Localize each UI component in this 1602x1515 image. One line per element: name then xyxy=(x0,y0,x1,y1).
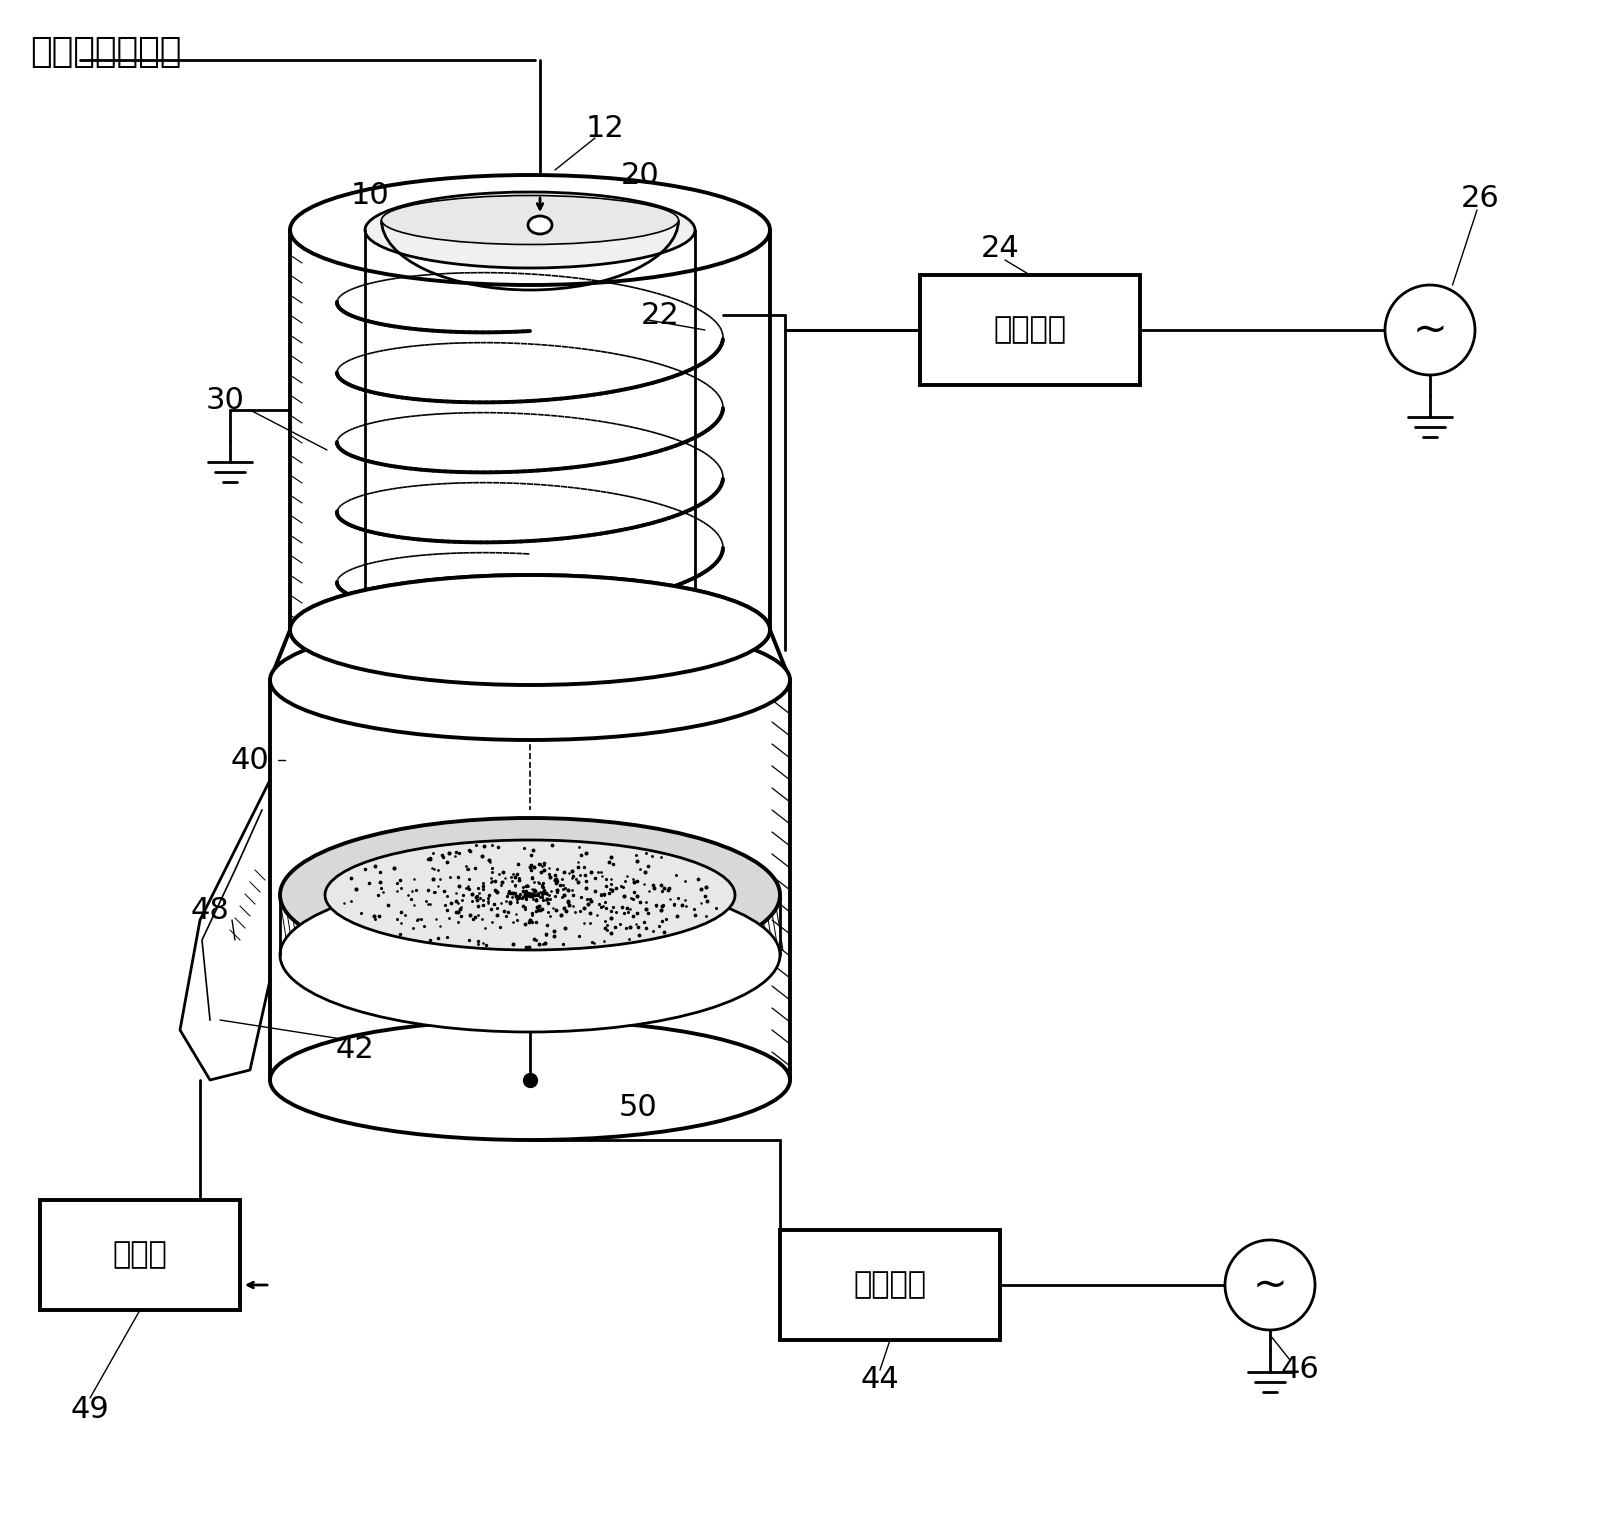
Text: 匹配网络: 匹配网络 xyxy=(854,1271,926,1300)
Text: 22: 22 xyxy=(641,300,679,329)
Text: ~: ~ xyxy=(1413,309,1448,351)
Ellipse shape xyxy=(365,592,695,668)
Ellipse shape xyxy=(1226,1239,1315,1330)
Ellipse shape xyxy=(381,195,679,244)
Text: 等离子体源气体: 等离子体源气体 xyxy=(30,35,181,70)
Text: 44: 44 xyxy=(860,1365,899,1394)
Text: 46: 46 xyxy=(1280,1356,1320,1385)
Text: 30: 30 xyxy=(205,385,245,415)
Ellipse shape xyxy=(325,839,735,950)
Text: 40: 40 xyxy=(231,745,269,774)
Ellipse shape xyxy=(290,176,771,285)
Ellipse shape xyxy=(280,879,780,1032)
Text: 20: 20 xyxy=(620,161,660,189)
Text: ~: ~ xyxy=(1253,1264,1288,1306)
Text: 50: 50 xyxy=(618,1094,657,1123)
Ellipse shape xyxy=(290,576,771,685)
Bar xyxy=(780,1230,1000,1339)
Ellipse shape xyxy=(280,818,780,973)
Text: 真空泵: 真空泵 xyxy=(112,1241,167,1270)
Text: 匹配网络: 匹配网络 xyxy=(993,315,1067,344)
Ellipse shape xyxy=(529,217,553,233)
Text: 48: 48 xyxy=(191,895,229,924)
Ellipse shape xyxy=(271,620,790,739)
Text: 12: 12 xyxy=(586,114,625,142)
Ellipse shape xyxy=(290,576,771,685)
Ellipse shape xyxy=(1386,285,1475,376)
Ellipse shape xyxy=(271,1020,790,1139)
Text: 26: 26 xyxy=(1461,183,1499,212)
Bar xyxy=(40,1200,240,1310)
Text: 24: 24 xyxy=(980,233,1019,262)
Text: 10: 10 xyxy=(351,180,389,209)
Text: 49: 49 xyxy=(70,1395,109,1424)
Text: 42: 42 xyxy=(336,1035,375,1065)
Bar xyxy=(920,276,1141,385)
Ellipse shape xyxy=(365,192,695,268)
